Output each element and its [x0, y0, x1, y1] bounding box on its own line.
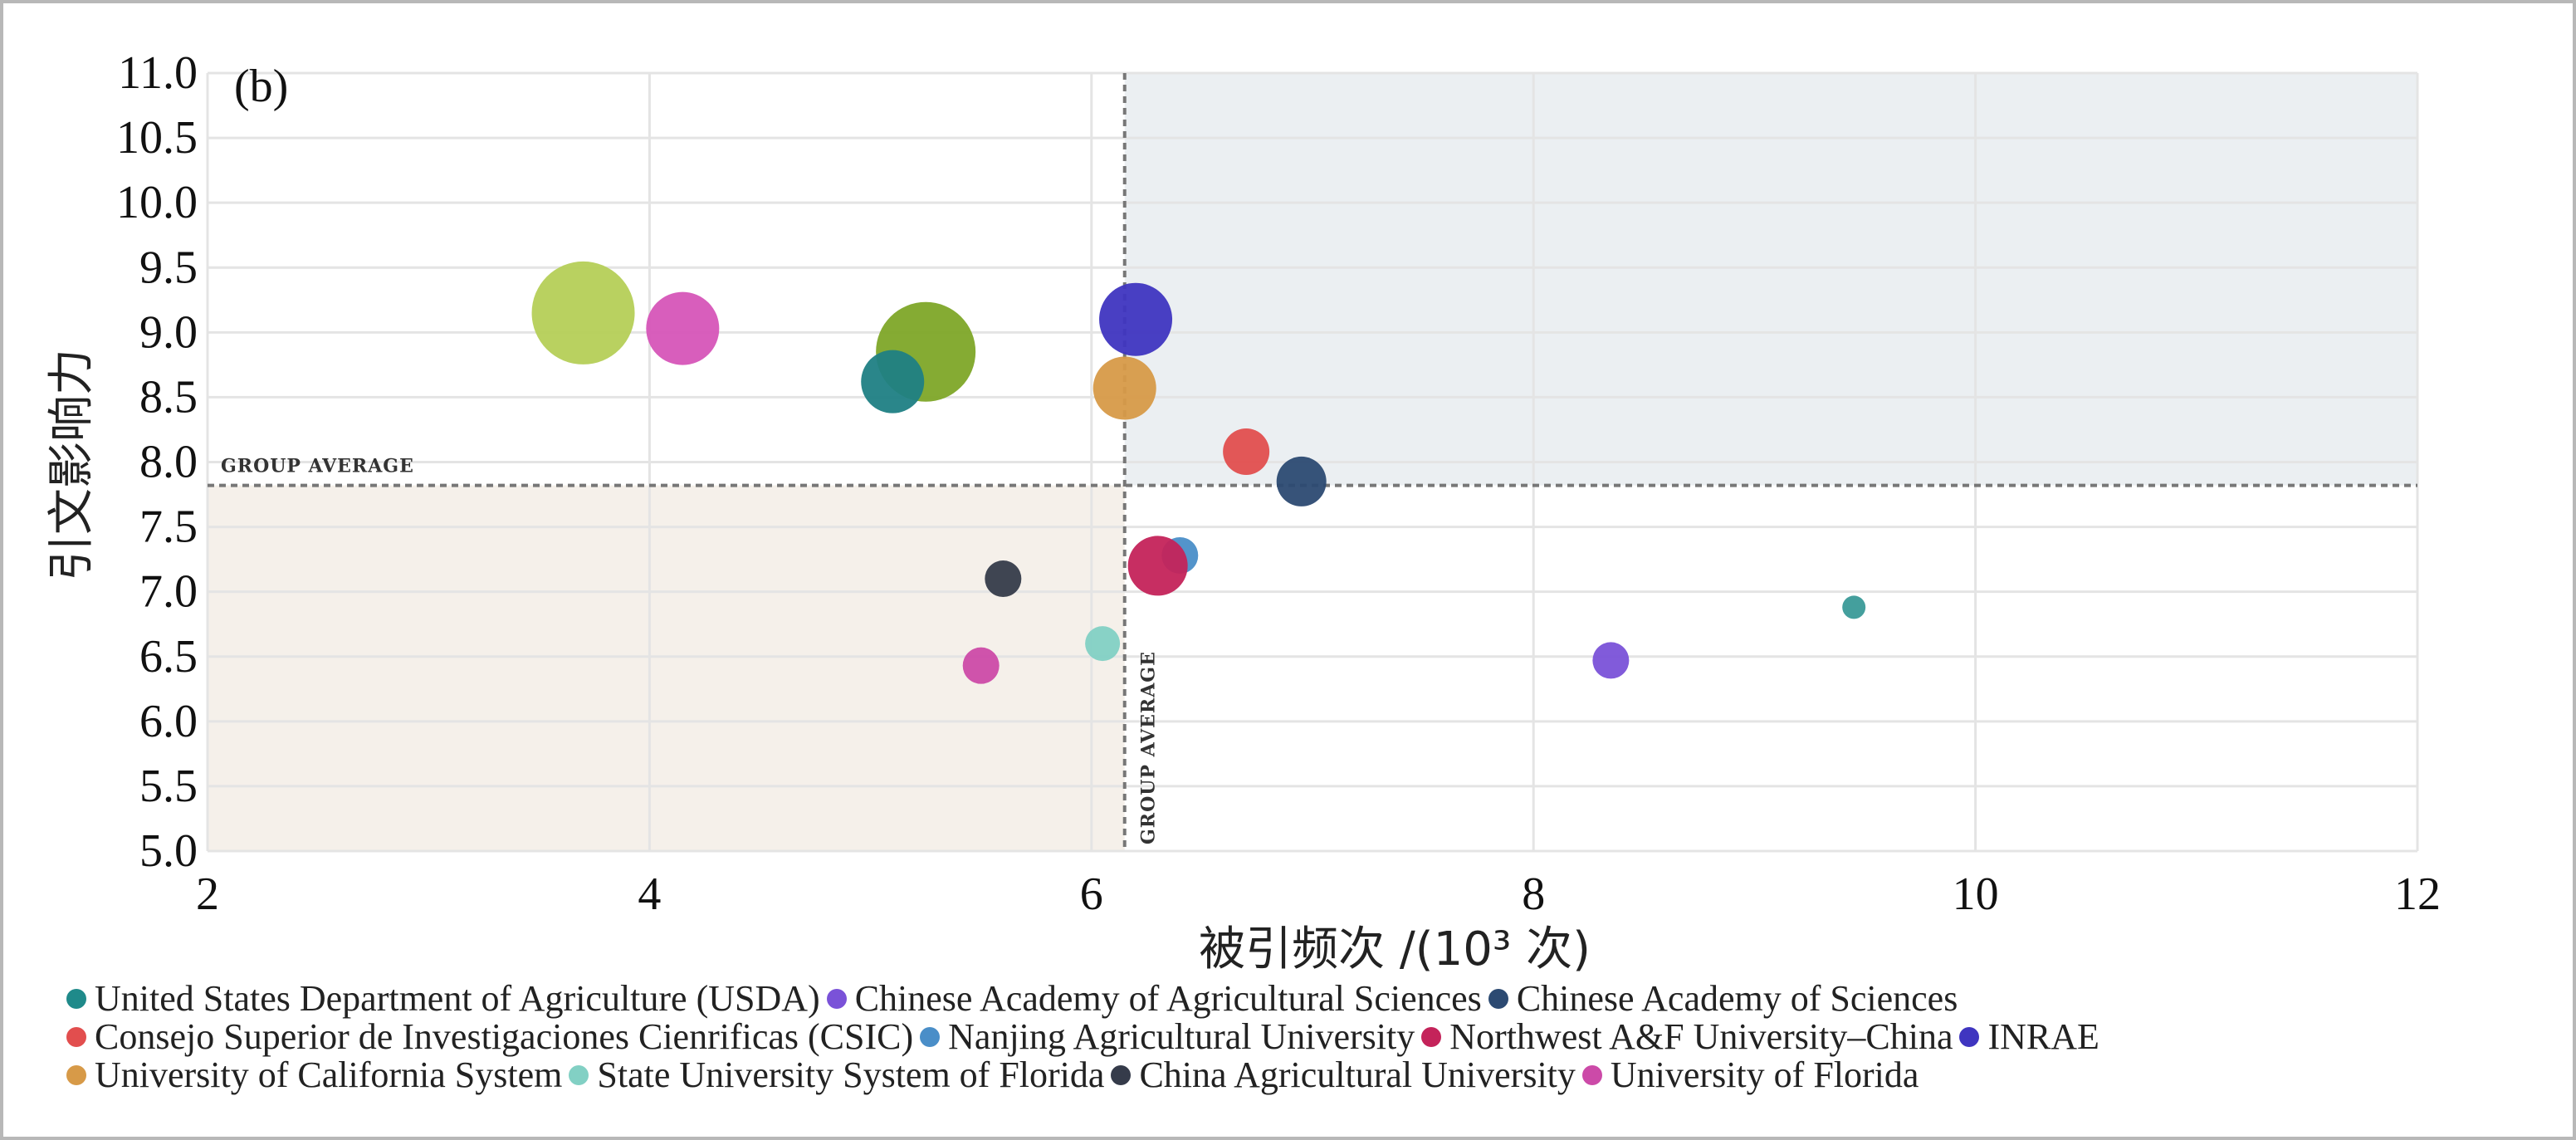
legend-item: Consejo Superior de Investigaciones Cien… [66, 1018, 913, 1056]
legend-label: University of California System [95, 1054, 563, 1095]
legend-marker [569, 1065, 589, 1085]
legend-marker [1581, 1065, 1602, 1085]
panel-label: (b) [234, 61, 288, 112]
x-axis-title: 被引频次 /(10³ 次) [1199, 922, 1591, 976]
legend-label: Chinese Academy of Sciences [1516, 978, 1958, 1019]
legend-marker [66, 1027, 86, 1047]
legend-item: Northwest A&F University–China [1421, 1018, 1953, 1056]
y-tick-label: 8.0 [139, 437, 198, 488]
legend-marker [66, 1065, 86, 1085]
y-tick-label: 6.5 [139, 631, 198, 683]
data-point [646, 291, 720, 365]
x-tick-label: 4 [638, 868, 661, 920]
quadrant-backgrounds [208, 73, 2417, 851]
legend-item: INRAE [1959, 1018, 2099, 1056]
legend-item: Chinese Academy of Agricultural Sciences [826, 978, 1482, 1019]
y-tick-label: 9.0 [139, 306, 198, 358]
legend-item: State University System of Florida [569, 1056, 1104, 1094]
legend-label: Chinese Academy of Agricultural Sciences [854, 978, 1482, 1019]
legend-item: University of California System [66, 1056, 562, 1094]
legend-item: Nanjing Agricultural University [920, 1018, 1415, 1056]
x-tick-label: 12 [2394, 868, 2441, 920]
data-point [985, 560, 1022, 598]
x-tick-label: 10 [1953, 868, 1999, 920]
legend-item: United States Department of Agriculture … [66, 980, 820, 1018]
quadrant-top-right [1124, 73, 2417, 486]
legend-marker [66, 989, 86, 1009]
y-tick-label: 9.5 [139, 242, 198, 293]
axis-ticks: 5.0 5.5 6.0 6.5 7.0 7.5 8.0 8.5 9.0 9.5 10.0 10.5 11… [116, 47, 2441, 920]
y-tick-label: 5.5 [139, 761, 198, 812]
legend-marker [1421, 1027, 1442, 1047]
data-point [1127, 536, 1188, 596]
legend-label: Nanjing Agricultural University [948, 1016, 1415, 1057]
legend-row: University of California System State Uni… [66, 1056, 2557, 1094]
legend-marker [920, 1027, 941, 1047]
data-point [1223, 428, 1270, 476]
data-point [1592, 642, 1630, 679]
data-point [962, 647, 1000, 684]
y-tick-label: 10.5 [116, 112, 198, 164]
group-average-label-horizontal: GROUP AVERAGE [221, 456, 414, 477]
legend-label: University of Florida [1610, 1054, 1919, 1095]
legend: United States Department of Agriculture … [66, 980, 2557, 1094]
legend-item: Chinese Academy of Sciences [1488, 980, 1958, 1018]
x-tick-label: 8 [1522, 868, 1545, 920]
y-tick-label: 6.0 [139, 696, 198, 747]
y-tick-label: 8.5 [139, 371, 198, 423]
data-point [531, 261, 635, 365]
legend-label: State University System of Florida [597, 1054, 1105, 1095]
legend-marker [1959, 1027, 1980, 1047]
data-point [1276, 456, 1327, 506]
y-tick-label: 10.0 [116, 177, 198, 228]
group-average-label-vertical: GROUP AVERAGE [1138, 651, 1160, 844]
legend-label: United States Department of Agriculture … [95, 978, 820, 1019]
x-tick-label: 2 [196, 868, 219, 920]
legend-row: Consejo Superior de Investigaciones Cien… [66, 1018, 2557, 1056]
legend-marker [1111, 1065, 1132, 1085]
y-tick-label: 7.5 [139, 502, 198, 553]
data-point [1099, 282, 1173, 356]
legend-label: Consejo Superior de Investigaciones Cien… [95, 1016, 914, 1057]
legend-marker [1488, 989, 1508, 1009]
legend-row: United States Department of Agriculture … [66, 980, 2557, 1018]
y-axis-title: 引文影响力 [45, 349, 99, 581]
data-point [1085, 626, 1121, 662]
y-tick-label: 11.0 [118, 47, 198, 99]
legend-label: China Agricultural University [1139, 1054, 1576, 1095]
legend-item: China Agricultural University [1111, 1054, 1576, 1095]
legend-label: INRAE [1987, 1016, 2099, 1057]
x-tick-label: 6 [1080, 868, 1103, 920]
y-tick-label: 5.0 [139, 825, 198, 877]
data-point [861, 350, 925, 413]
data-points [531, 261, 1866, 684]
data-point [1092, 356, 1156, 420]
y-tick-label: 7.0 [139, 566, 198, 618]
legend-marker [826, 989, 847, 1009]
data-point [1842, 595, 1866, 619]
legend-item: University of Florida [1581, 1054, 1919, 1095]
legend-label: Northwest A&F University–China [1449, 1016, 1953, 1057]
